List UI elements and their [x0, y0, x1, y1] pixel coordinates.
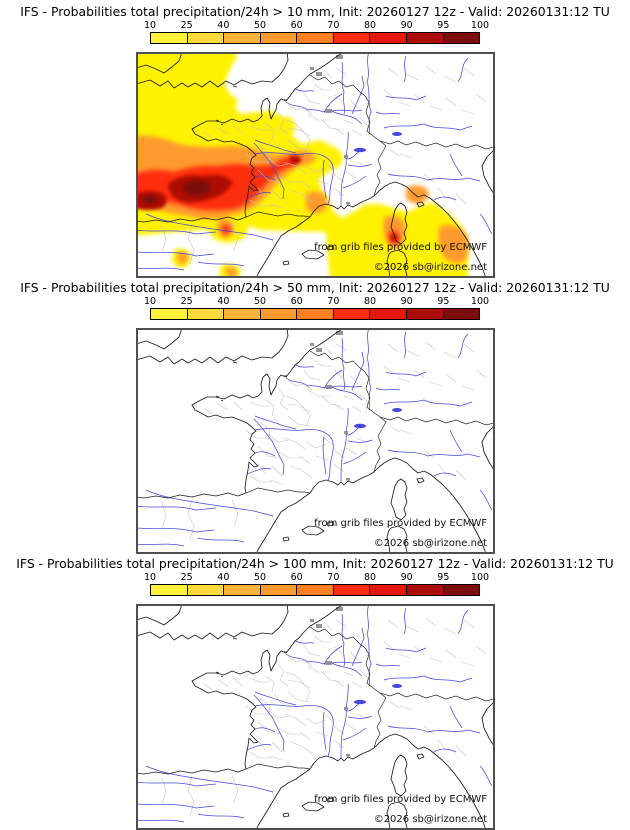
colorbar-tick-label: 80 — [363, 572, 377, 583]
colorbar-segment — [443, 309, 480, 319]
colorbar-segment — [370, 33, 407, 43]
colorbar-segment — [187, 309, 225, 319]
colorbar-tick-label: 70 — [327, 20, 340, 31]
colorbar-tick-label: 90 — [400, 296, 413, 307]
attribution-source: from grib files provided by ECMWF — [314, 242, 487, 253]
colorbar-segment — [406, 309, 444, 319]
panel-title: IFS - Probabilities total precipitation/… — [20, 4, 610, 19]
colorbar-tick-label: 40 — [217, 572, 230, 583]
colorbar-segment — [443, 33, 480, 43]
panel-10mm: IFS - Probabilities total precipitation/… — [0, 0, 630, 278]
colorbar-tick-label: 70 — [327, 572, 340, 583]
colorbar-scale — [150, 32, 480, 44]
colorbar-tick-label: 90 — [400, 572, 413, 583]
colorbar-tick-label: 95 — [437, 296, 450, 307]
colorbar-tick-label: 40 — [217, 296, 230, 307]
colorbar-segment — [224, 585, 261, 595]
map-canvas-10mm: from grib files provided by ECMWF ©2026 … — [137, 54, 493, 276]
attribution-source: from grib files provided by ECMWF — [314, 518, 487, 529]
colorbar-scale — [150, 308, 480, 320]
colorbar-tick-label: 25 — [180, 20, 193, 31]
colorbar-tick-label: 95 — [437, 572, 450, 583]
map-10mm: from grib files provided by ECMWF ©2026 … — [135, 52, 495, 278]
attribution-source: from grib files provided by ECMWF — [314, 794, 487, 805]
colorbar-tick-label: 10 — [143, 296, 157, 307]
colorbar: 10 25 40 50 60 70 80 90 95 100 — [144, 20, 489, 44]
colorbar-segment — [297, 585, 334, 595]
panel-title: IFS - Probabilities total precipitation/… — [20, 280, 610, 295]
colorbar-segment — [187, 585, 225, 595]
colorbar-segment — [151, 309, 188, 319]
colorbar-tick-label: 100 — [470, 296, 490, 307]
colorbar-tick-label: 80 — [363, 20, 377, 31]
colorbar-scale — [150, 584, 480, 596]
colorbar-segment — [224, 309, 261, 319]
colorbar-segment — [333, 309, 371, 319]
colorbar-tick-label: 40 — [217, 20, 230, 31]
map-100mm: from grib files provided by ECMWF ©2026 … — [135, 604, 495, 830]
colorbar-segment — [297, 309, 334, 319]
attribution-copyright: ©2026 sb@irizone.net — [373, 538, 486, 549]
panel-title: IFS - Probabilities total precipitation/… — [16, 556, 614, 571]
colorbar-segment — [151, 33, 188, 43]
colorbar-segment — [260, 309, 298, 319]
colorbar-segment — [406, 33, 444, 43]
panel-50mm: IFS - Probabilities total precipitation/… — [0, 276, 630, 554]
colorbar-tick-label: 100 — [470, 20, 490, 31]
colorbar-segment — [443, 585, 480, 595]
map-50mm: from grib files provided by ECMWF ©2026 … — [135, 328, 495, 554]
colorbar-segment — [260, 585, 298, 595]
colorbar-segment — [406, 585, 444, 595]
colorbar-tick-label: 80 — [363, 296, 377, 307]
colorbar-segment — [260, 33, 298, 43]
colorbar-tick-label: 70 — [327, 296, 340, 307]
colorbar-tick-label: 50 — [253, 572, 267, 583]
attribution-copyright: ©2026 sb@irizone.net — [373, 262, 486, 273]
colorbar-segment — [333, 585, 371, 595]
colorbar-ticks: 10 25 40 50 60 70 80 90 95 100 — [144, 572, 489, 583]
colorbar-segment — [187, 33, 225, 43]
map-canvas-50mm: from grib files provided by ECMWF ©2026 … — [137, 330, 493, 552]
colorbar-tick-label: 90 — [400, 20, 413, 31]
colorbar-tick-label: 95 — [437, 20, 450, 31]
colorbar-tick-label: 25 — [180, 572, 193, 583]
colorbar-segment — [333, 33, 371, 43]
colorbar: 10 25 40 50 60 70 80 90 95 100 — [144, 572, 489, 596]
colorbar-tick-label: 60 — [290, 572, 303, 583]
colorbar-tick-label: 50 — [253, 296, 267, 307]
attribution-copyright: ©2026 sb@irizone.net — [373, 814, 486, 825]
colorbar-segment — [224, 33, 261, 43]
colorbar-segment — [297, 33, 334, 43]
colorbar-tick-label: 50 — [253, 20, 267, 31]
colorbar-tick-label: 25 — [180, 296, 193, 307]
colorbar-segment — [370, 309, 407, 319]
colorbar-tick-label: 10 — [143, 572, 157, 583]
colorbar-tick-label: 10 — [143, 20, 157, 31]
map-canvas-100mm: from grib files provided by ECMWF ©2026 … — [137, 606, 493, 828]
colorbar-tick-label: 100 — [470, 572, 490, 583]
colorbar-segment — [151, 585, 188, 595]
colorbar-ticks: 10 25 40 50 60 70 80 90 95 100 — [144, 20, 489, 31]
colorbar-ticks: 10 25 40 50 60 70 80 90 95 100 — [144, 296, 489, 307]
colorbar-tick-label: 60 — [290, 296, 303, 307]
colorbar: 10 25 40 50 60 70 80 90 95 100 — [144, 296, 489, 320]
panel-100mm: IFS - Probabilities total precipitation/… — [0, 552, 630, 830]
colorbar-segment — [370, 585, 407, 595]
colorbar-tick-label: 60 — [290, 20, 303, 31]
